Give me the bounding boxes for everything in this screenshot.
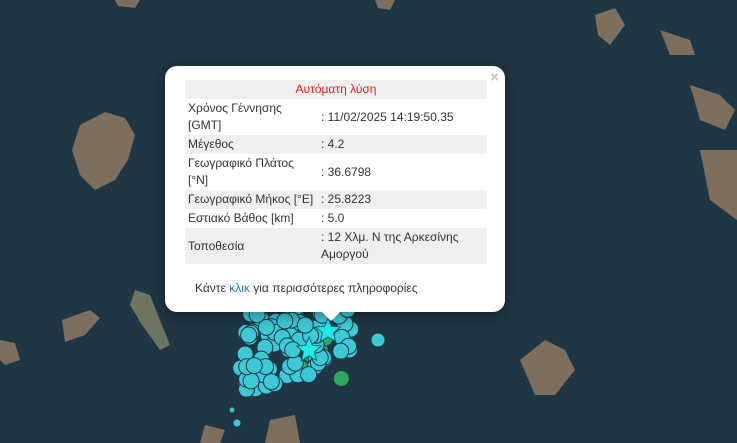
latest-earthquake-star-icon[interactable] — [295, 335, 323, 362]
island-paros — [0, 340, 20, 365]
earthquake-marker[interactable] — [257, 318, 275, 336]
close-icon[interactable]: × — [490, 69, 499, 86]
earthquake-marker[interactable] — [262, 373, 280, 391]
island-s — [265, 415, 300, 443]
row-label: Εστιακό Βάθος [km] — [188, 211, 294, 225]
earthquake-marker[interactable] — [242, 372, 260, 390]
earthquake-marker[interactable] — [332, 369, 350, 387]
island-top2 — [375, 0, 395, 10]
island-s2 — [200, 425, 225, 443]
earthquake-marker[interactable] — [228, 406, 236, 414]
row-value: : 5.0 — [321, 211, 345, 225]
island-top — [115, 0, 140, 8]
island-east — [520, 340, 575, 395]
table-row: Γεωγραφικό Πλάτος [°N] : 36.6798 — [185, 154, 487, 190]
table-row: Εστιακό Βάθος [km] : 5.0 — [185, 209, 487, 228]
row-value: : 12 Χλμ. Ν της Αρκεσίνης Αμοργού — [318, 228, 487, 264]
more-prefix: Κάντε — [195, 281, 226, 295]
more-suffix: για περισσότερες πληροφορίες — [253, 281, 418, 295]
island-ios — [62, 310, 100, 342]
table-row: Χρόνος Γέννησης [GMT] : 11/02/2025 14:19:… — [185, 99, 487, 135]
more-info-line: Κάντε κλικ για περισσότερες πληροφορίες — [195, 281, 418, 295]
popup-title: Αυτόματη λύση — [185, 80, 487, 99]
island-ne — [595, 8, 625, 45]
earthquake-marker[interactable] — [300, 366, 318, 384]
row-label: Μέγεθος — [185, 135, 318, 154]
island-e2 — [700, 150, 737, 220]
earthquake-marker[interactable] — [370, 332, 386, 348]
row-value: : 11/02/2025 14:19:50.35 — [321, 109, 454, 124]
earthquake-marker[interactable] — [232, 418, 242, 428]
row-label: Γεωγραφικό Πλάτος [°N] — [188, 156, 294, 187]
island-amorgos-w — [130, 290, 170, 350]
earthquake-popup: × Αυτόματη λύση Χρόνος Γέννησης [GMT] : 1… — [165, 66, 505, 312]
title-row: Αυτόματη λύση — [185, 80, 487, 99]
row-value: : 36.6798 — [321, 164, 372, 179]
island-ne2 — [660, 30, 695, 55]
earthquake-marker[interactable] — [332, 342, 350, 360]
row-label: Γεωγραφικό Μήκος [°E] — [185, 190, 318, 209]
more-info-link[interactable]: κλικ — [229, 281, 250, 295]
table-row: Γεωγραφικό Μήκος [°E]: 25.8223 — [185, 190, 487, 209]
popup-tip — [320, 310, 342, 321]
row-label: Τοποθεσία — [185, 228, 318, 264]
row-label: Χρόνος Γέννησης [GMT] — [188, 101, 282, 132]
row-value: : 4.2 — [318, 135, 487, 154]
island-naxos — [72, 112, 135, 190]
earthquake-marker[interactable] — [276, 312, 294, 330]
latest-earthquake-star-icon[interactable] — [314, 316, 342, 343]
island-e — [690, 85, 735, 130]
earthquake-marker[interactable] — [245, 357, 263, 375]
earthquake-marker[interactable] — [240, 326, 258, 344]
table-row: Μέγεθος: 4.2 — [185, 135, 487, 154]
earthquake-marker[interactable] — [296, 316, 314, 334]
row-value: : 25.8223 — [318, 190, 487, 209]
earthquake-details-table: Αυτόματη λύση Χρόνος Γέννησης [GMT] : 11/… — [185, 80, 487, 264]
table-row: Τοποθεσία: 12 Χλμ. Ν της Αρκεσίνης Αμοργ… — [185, 228, 487, 264]
earthquake-marker[interactable] — [284, 341, 302, 359]
